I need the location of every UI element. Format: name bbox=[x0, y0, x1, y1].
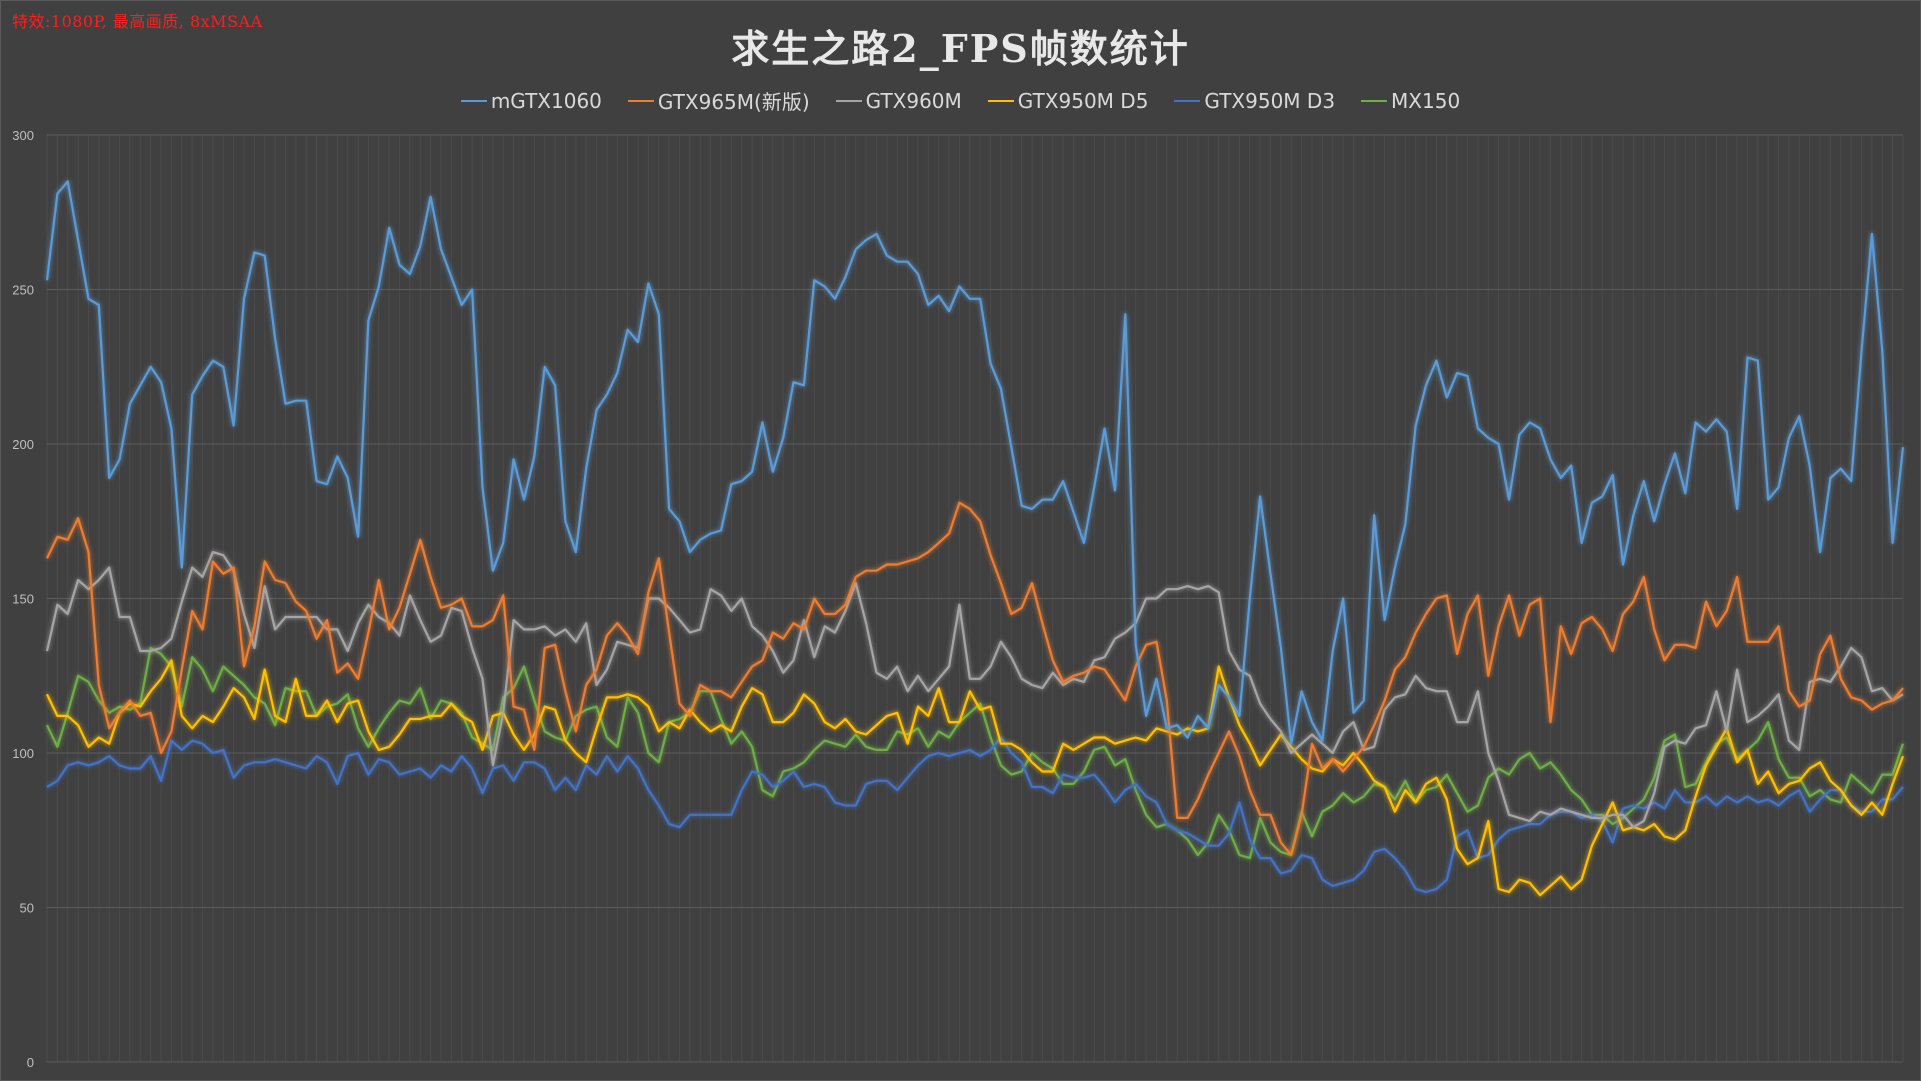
series-line bbox=[46, 501, 1904, 857]
y-tick-label: 200 bbox=[12, 437, 34, 452]
series-line bbox=[46, 736, 1904, 894]
legend-label: GTX950M D3 bbox=[1204, 88, 1336, 113]
legend-item: GTX965M(新版) bbox=[627, 86, 810, 115]
legend-label: GTX965M(新版) bbox=[657, 90, 810, 114]
chart-legend: mGTX1060 GTX965M(新版) GTX960M GTX950M D5 GTX9… bbox=[0, 86, 1921, 115]
y-tick-label: 250 bbox=[12, 283, 34, 298]
legend-swatch bbox=[987, 99, 1014, 102]
legend-label: MX150 bbox=[1391, 88, 1461, 113]
legend-item: MX150 bbox=[1361, 86, 1460, 115]
chart-title: 求生之路2_FPS帧数统计 bbox=[731, 26, 1190, 71]
series-line bbox=[45, 550, 1904, 829]
settings-note: 特效:1080P, 最高画质, 8xMSAA bbox=[12, 12, 263, 31]
y-tick-label: 0 bbox=[27, 1055, 34, 1070]
legend-item: mGTX1060 bbox=[460, 86, 602, 115]
series-line bbox=[46, 659, 1905, 897]
y-tick-label: 50 bbox=[20, 901, 34, 916]
legend-item: GTX950M D3 bbox=[1174, 86, 1335, 115]
y-tick-label: 100 bbox=[12, 746, 34, 761]
legend-item: GTX960M bbox=[835, 86, 962, 115]
y-tick-label: 300 bbox=[12, 128, 34, 143]
legend-label: GTX960M bbox=[865, 88, 962, 113]
series-line bbox=[45, 180, 1905, 745]
legend-label: mGTX1060 bbox=[490, 88, 602, 113]
y-tick-label: 150 bbox=[12, 592, 34, 607]
legend-swatch bbox=[627, 99, 654, 102]
horizontal-gridlines bbox=[47, 134, 1903, 1063]
series-lines bbox=[45, 180, 1905, 897]
legend-swatch bbox=[460, 99, 487, 102]
legend-swatch bbox=[1361, 99, 1388, 102]
legend-swatch bbox=[1174, 99, 1201, 102]
legend-item: GTX950M D5 bbox=[987, 86, 1149, 115]
y-axis-ticks: 0 50 100 150 200 250 300 bbox=[12, 128, 34, 1070]
legend-swatch bbox=[835, 99, 862, 102]
legend-label: GTX950M D5 bbox=[1017, 88, 1149, 113]
